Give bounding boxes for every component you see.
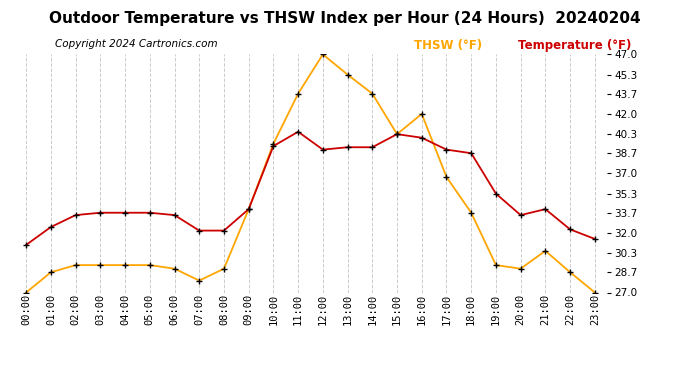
Text: Temperature (°F): Temperature (°F) xyxy=(518,39,631,53)
Text: Outdoor Temperature vs THSW Index per Hour (24 Hours)  20240204: Outdoor Temperature vs THSW Index per Ho… xyxy=(49,11,641,26)
Text: THSW (°F): THSW (°F) xyxy=(414,39,482,53)
Text: Copyright 2024 Cartronics.com: Copyright 2024 Cartronics.com xyxy=(55,39,218,50)
